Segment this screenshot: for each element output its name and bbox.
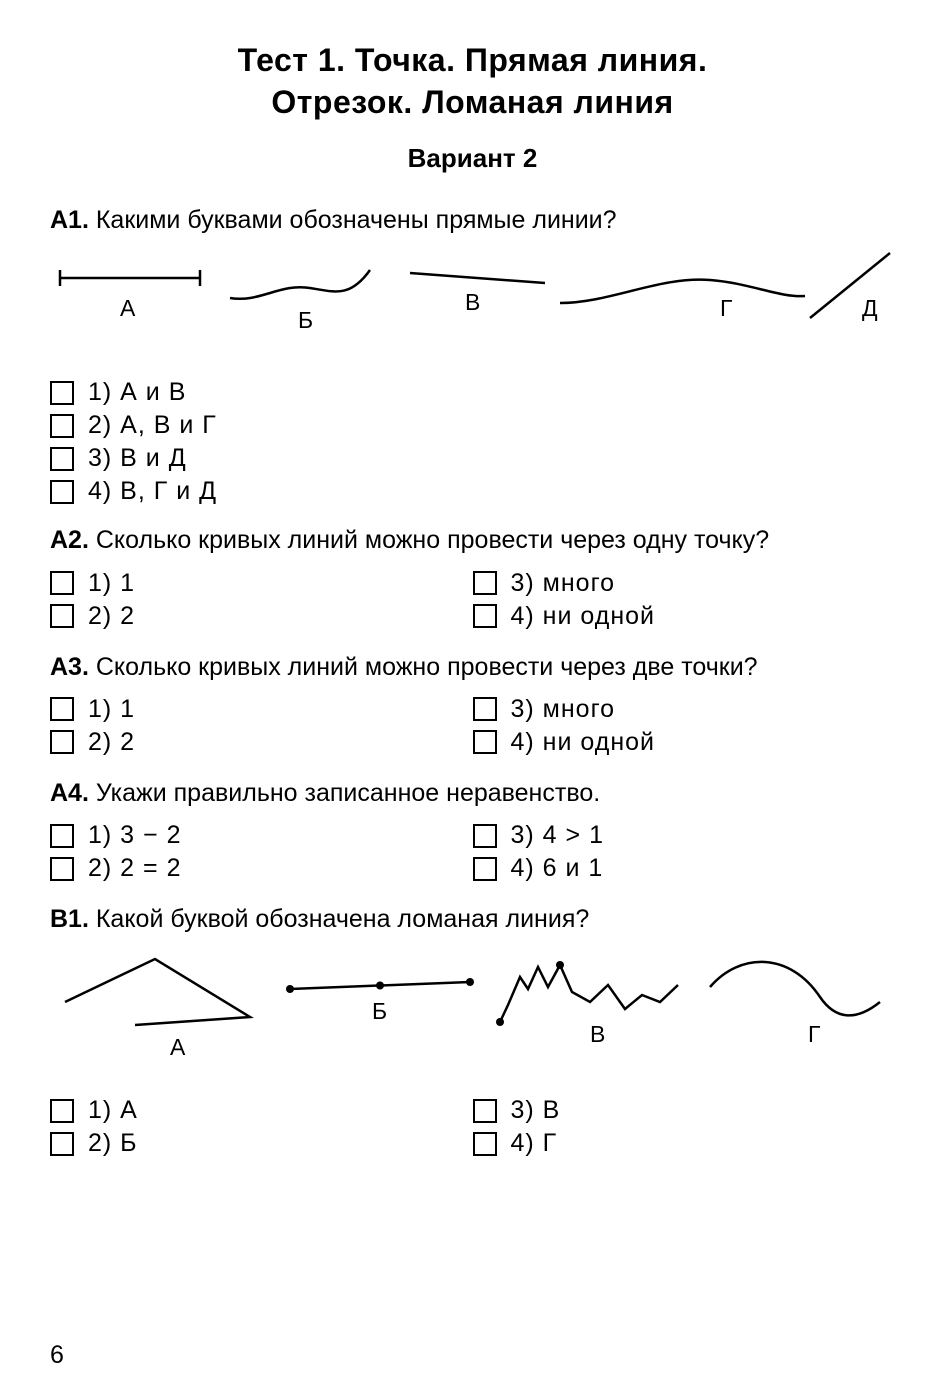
checkbox[interactable]	[50, 447, 74, 471]
checkbox[interactable]	[473, 857, 497, 881]
question-b1: В1. Какой буквой обозначена ломаная лини…	[50, 901, 895, 937]
a4-option-2[interactable]: 2) 2 = 2	[50, 854, 473, 883]
a1-option-3[interactable]: 3) В и Д	[50, 444, 895, 473]
a2-option-2[interactable]: 2) 2	[50, 602, 473, 631]
checkbox[interactable]	[473, 730, 497, 754]
checkbox[interactable]	[473, 1099, 497, 1123]
checkbox[interactable]	[50, 824, 74, 848]
checkbox[interactable]	[50, 730, 74, 754]
b1-fig-label-a: А	[170, 1034, 186, 1060]
a1-fig-label-a: А	[120, 295, 136, 321]
question-a2: А2. Сколько кривых линий можно провести …	[50, 522, 895, 558]
checkbox[interactable]	[473, 571, 497, 595]
a3-option-1[interactable]: 1) 1	[50, 695, 473, 724]
a1-option-1[interactable]: 1) А и В	[50, 378, 895, 407]
a1-fig-label-b: Б	[298, 307, 313, 333]
checkbox[interactable]	[50, 697, 74, 721]
checkbox[interactable]	[50, 1099, 74, 1123]
b1-option-3[interactable]: 3) В	[473, 1096, 896, 1125]
question-a4: А4. Укажи правильно записанное неравенст…	[50, 775, 895, 811]
a3-option-4[interactable]: 4) ни одной	[473, 728, 896, 757]
a4-option-4[interactable]: 4) 6 и 1	[473, 854, 896, 883]
checkbox[interactable]	[50, 480, 74, 504]
a2-option-1[interactable]: 1) 1	[50, 569, 473, 598]
b1-fig-label-b: Б	[372, 998, 387, 1024]
b1-fig-label-g: Г	[808, 1021, 821, 1047]
b1-fig-label-v: В	[590, 1021, 605, 1047]
a1-diagram: А Б В Г Д	[50, 248, 895, 348]
a1-fig-label-v: В	[465, 289, 480, 315]
checkbox[interactable]	[473, 1132, 497, 1156]
checkbox[interactable]	[473, 824, 497, 848]
checkbox[interactable]	[50, 571, 74, 595]
question-a1: А1. Какими буквами обозначены прямые лин…	[50, 202, 895, 238]
checkbox[interactable]	[50, 1132, 74, 1156]
b1-option-1[interactable]: 1) А	[50, 1096, 473, 1125]
page-number: 6	[50, 1341, 64, 1370]
a4-option-1[interactable]: 1) 3 − 2	[50, 821, 473, 850]
a1-option-2[interactable]: 2) А, В и Г	[50, 411, 895, 440]
a2-option-3[interactable]: 3) много	[473, 569, 896, 598]
variant-subtitle: Вариант 2	[50, 143, 895, 174]
b1-diagram: А Б В Г	[50, 947, 895, 1062]
a4-options: 1) 3 − 2 2) 2 = 2 3) 4 > 1 4) 6 и 1	[50, 817, 895, 887]
checkbox[interactable]	[473, 604, 497, 628]
a2-option-4[interactable]: 4) ни одной	[473, 602, 896, 631]
a1-fig-label-d: Д	[862, 295, 878, 321]
checkbox[interactable]	[50, 604, 74, 628]
checkbox[interactable]	[473, 697, 497, 721]
a2-options: 1) 1 2) 2 3) много 4) ни одной	[50, 565, 895, 635]
question-a3: А3. Сколько кривых линий можно провести …	[50, 649, 895, 685]
b1-options: 1) А 2) Б 3) В 4) Г	[50, 1092, 895, 1162]
a3-option-3[interactable]: 3) много	[473, 695, 896, 724]
a1-option-4[interactable]: 4) В, Г и Д	[50, 477, 895, 506]
checkbox[interactable]	[50, 857, 74, 881]
checkbox[interactable]	[50, 414, 74, 438]
a1-fig-label-g: Г	[720, 295, 733, 321]
a3-option-2[interactable]: 2) 2	[50, 728, 473, 757]
b1-option-4[interactable]: 4) Г	[473, 1129, 896, 1158]
test-title: Тест 1. Точка. Прямая линия. Отрезок. Ло…	[50, 40, 895, 123]
b1-option-2[interactable]: 2) Б	[50, 1129, 473, 1158]
a3-options: 1) 1 2) 2 3) много 4) ни одной	[50, 691, 895, 761]
a1-options: 1) А и В 2) А, В и Г 3) В и Д 4) В, Г и …	[50, 378, 895, 506]
checkbox[interactable]	[50, 381, 74, 405]
a4-option-3[interactable]: 3) 4 > 1	[473, 821, 896, 850]
